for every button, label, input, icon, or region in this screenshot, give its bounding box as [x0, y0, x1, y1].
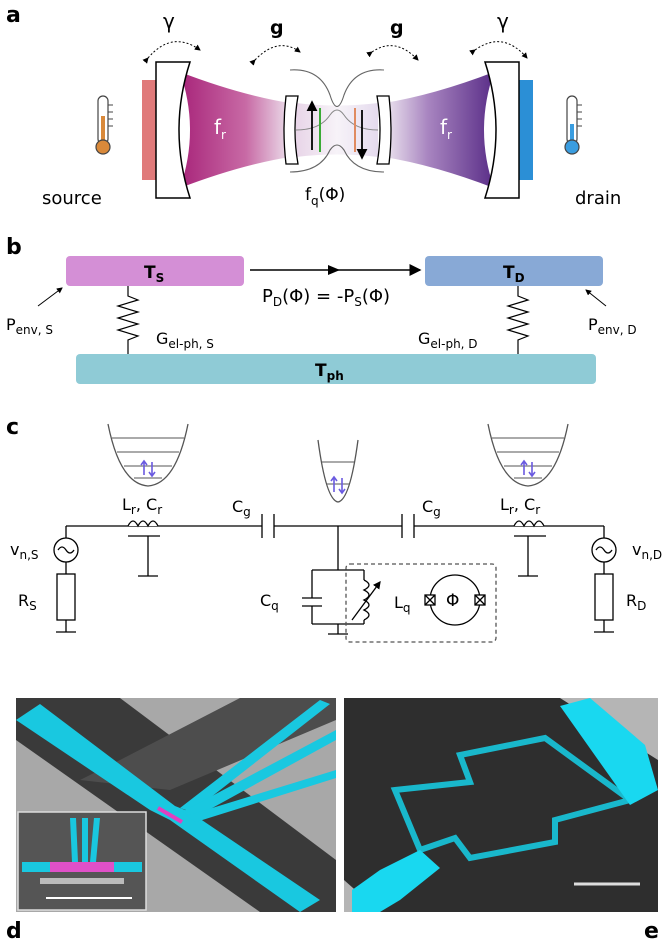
lr-cr-right-label: Lr, Cr [500, 495, 540, 517]
panel-c: c [6, 415, 617, 643]
junction-left-cross [424, 594, 436, 606]
sem-e-loop [390, 734, 637, 862]
resonator-well-left-icon [107, 423, 189, 487]
sem-d-inset-bar [40, 878, 124, 884]
ts-box [66, 256, 244, 286]
drain-label: drain [575, 188, 621, 209]
vns-label: vn,S [10, 540, 39, 562]
sem-e-pad-right [560, 698, 658, 805]
junction-right-cross [474, 594, 486, 606]
ts-label: TS [144, 263, 164, 285]
squid-inset-box [345, 563, 497, 643]
sem-d-inset-probes [70, 818, 100, 862]
phi-label: Φ [446, 591, 459, 611]
lq-inductor [362, 579, 370, 621]
right-mirror [483, 61, 520, 199]
gs-label: Gel-ph, S [156, 329, 214, 351]
gs-resistor [115, 286, 141, 354]
qubit-wave [295, 109, 379, 131]
panel-d-sem-image [16, 698, 336, 912]
qubit-well-icon [317, 439, 359, 503]
thermometer-drain-icon [564, 95, 582, 155]
source-label: source [42, 188, 102, 209]
drain-reservoir [519, 80, 533, 180]
sem-d-cyan-strip [16, 704, 320, 912]
panel-label-b: b [6, 235, 22, 260]
gamma-left-arrow [142, 41, 201, 64]
rd-resistor [594, 573, 614, 621]
cq-label: Cq [260, 591, 279, 613]
fq-label: fq(Φ) [305, 185, 345, 208]
middle-beam [296, 103, 378, 157]
left-cavity-beam [180, 72, 290, 188]
gd-resistor [505, 286, 531, 354]
left-mirror [155, 61, 192, 199]
lr-left-inductor [127, 520, 159, 528]
sem-d-dark-region-2 [80, 698, 336, 790]
fr-right-label: fr [440, 115, 452, 142]
penv-s-label: Penv, S [6, 315, 53, 337]
thermometer-source-icon [95, 95, 113, 155]
cg-left-label: Cg [232, 497, 251, 519]
vnd-label: vn,D [632, 540, 662, 562]
sem-d-magenta-junction [156, 806, 184, 824]
sem-d-probe-3 [186, 770, 336, 822]
penv-s-arrow [37, 287, 63, 307]
lq-label: Lq [394, 593, 411, 615]
sem-d-probe-2 [182, 730, 336, 818]
g-left-arrow [249, 45, 301, 66]
gd-label: Gel-ph, D [418, 329, 478, 351]
rs-label: RS [18, 591, 37, 613]
penv-d-label: Penv, D [588, 315, 637, 337]
right-cavity-beam [384, 72, 494, 188]
td-box [425, 256, 603, 286]
g-left-label: g [270, 17, 284, 39]
noise-right-wave [595, 546, 613, 554]
resonator-well-right-icon [487, 423, 569, 487]
heat-flow-label: PD(Φ) = -PS(Φ) [262, 286, 390, 309]
panel-a: a [6, 3, 621, 209]
gamma-right-arrow [469, 41, 528, 59]
sem-d-inset-magenta [50, 862, 114, 872]
tph-label: Tph [315, 361, 344, 383]
inner-mirror-left [283, 95, 299, 165]
rs-resistor [56, 573, 76, 621]
td-label: TD [503, 263, 525, 285]
tph-box [76, 354, 596, 384]
panel-label-a: a [6, 3, 21, 28]
lr-right-inductor [513, 520, 545, 528]
rd-label: RD [626, 591, 646, 613]
penv-d-arrow [585, 289, 607, 307]
sem-d-probe-1 [180, 700, 330, 812]
heat-flow-mid-arrow [328, 265, 340, 275]
qubit-potential-bottom [289, 144, 385, 173]
qubit-potential-top [289, 69, 385, 108]
inner-mirror-right [376, 95, 392, 165]
panel-e-sem-image [344, 698, 658, 912]
sem-e-pad-left [352, 850, 440, 912]
source-reservoir [142, 80, 156, 180]
g-right-label: g [390, 17, 404, 39]
g-right-arrow [366, 45, 419, 61]
panel-label-e: e [644, 919, 659, 944]
panel-label-d: d [6, 919, 22, 944]
panel-b: b TS TD Tph PD(Φ) = -PS(Φ) Gel-ph, S Gel… [6, 235, 637, 384]
cg-right-label: Cg [422, 497, 441, 519]
gamma-right-label: γ [497, 9, 509, 33]
noise-left-wave [57, 546, 75, 554]
fr-left-label: fr [214, 115, 226, 142]
lq-tunable-arrow [351, 580, 381, 621]
panel-label-c: c [6, 415, 19, 440]
lr-cr-left-label: Lr, Cr [122, 495, 162, 517]
panel-c-labels: Lr, Cr Lr, Cr Cg Cg vn,S vn,D RS RD Cq L… [10, 495, 662, 615]
gamma-left-label: γ [163, 9, 175, 33]
